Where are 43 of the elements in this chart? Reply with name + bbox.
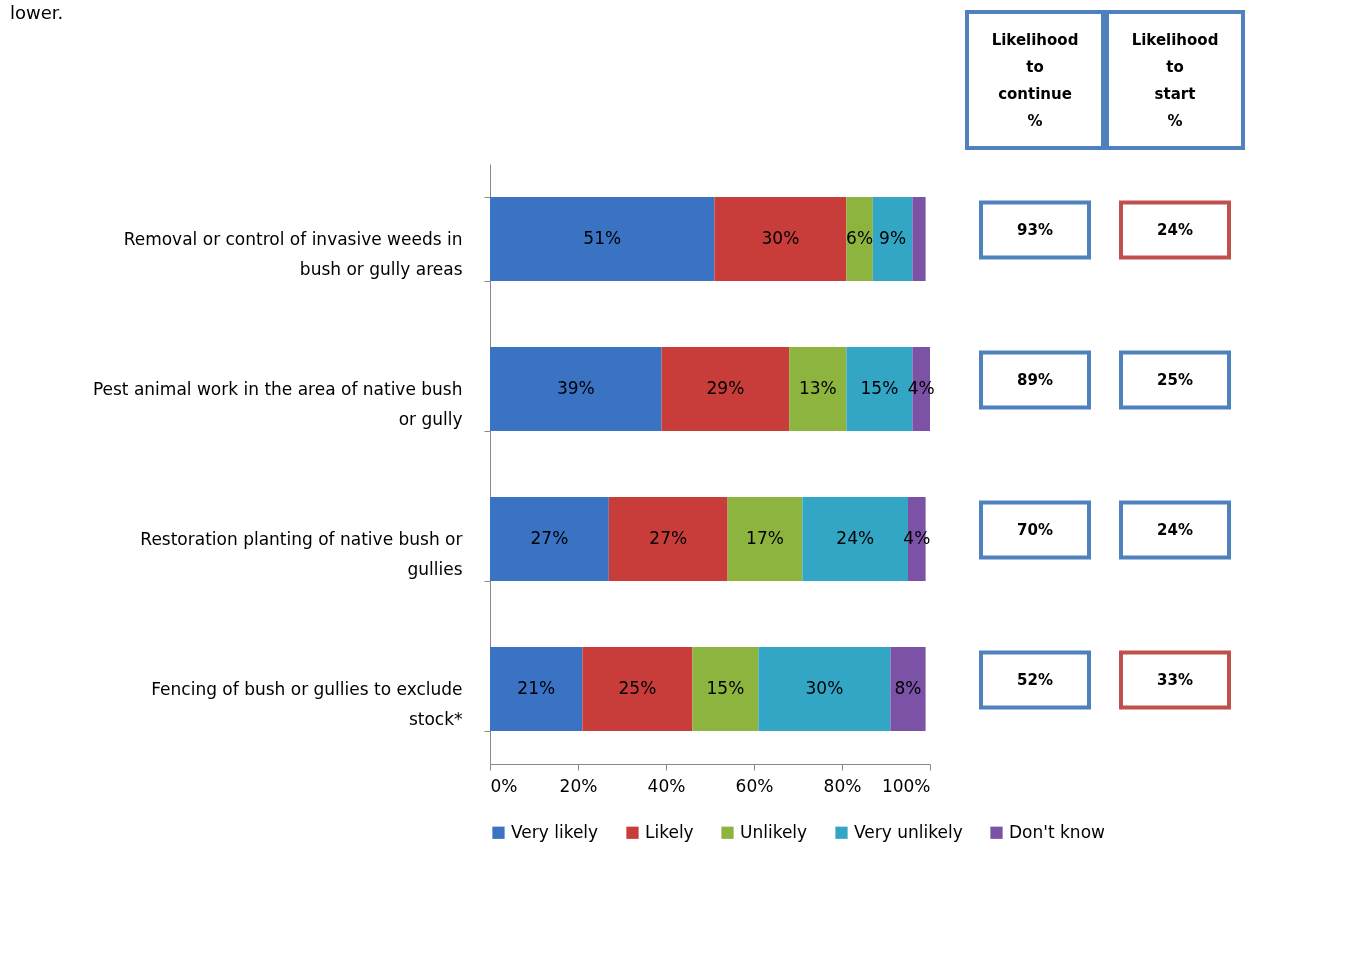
data-label: 27% [530,528,569,548]
x-tick-label: 0% [490,775,518,796]
text: 25% [1157,371,1193,389]
y-tick-label: Removal or control of invasive weeds in bush or gully areas [123,228,463,279]
legend-label: Don't know [1009,821,1106,842]
data-label: 15% [860,378,899,398]
x-tick-label: 80% [823,775,862,796]
category-label: Likelihood to continue % [991,30,1079,130]
legend-label: Unlikely [740,821,808,842]
data-label: 39% [556,378,595,398]
x-tick-label: 100% [881,775,931,796]
legend-label: Likely [645,821,694,842]
text: 52% [1017,671,1053,689]
data-label: 30% [805,678,844,698]
legend-label: Very unlikely [854,821,963,842]
data-label: 9% [879,228,907,248]
data-label: 24% [836,528,875,548]
y-tick-label: Fencing of bush or gullies to exclude stock* [151,678,463,729]
category-label: Likelihood to start % [1131,30,1219,130]
x-tick-label: 20% [559,775,598,796]
text: 33% [1157,671,1193,689]
legend-label: Very likely [511,821,599,842]
data-label: 29% [706,378,745,398]
data-label: 15% [706,678,745,698]
y-tick-label: Pest animal work in the area of native bush or gully [92,378,463,429]
text: 24% [1157,221,1193,239]
data-label: 17% [746,528,784,548]
data-label: 13% [798,378,837,398]
data-label: 6% [846,228,874,248]
data-label: 51% [583,228,622,248]
data-label: 27% [649,528,688,548]
data-label: 30% [761,228,800,248]
data-label: 25% [618,678,657,698]
text: 93% [1017,221,1053,239]
x-tick-label: 40% [647,775,686,796]
x-tick-label: 60% [735,775,774,796]
y-tick-label: Restoration planting of native bush or gullies [140,528,463,579]
text: lower. [10,2,64,23]
text: 24% [1157,521,1193,539]
text: 89% [1017,371,1053,389]
data-label: 8% [894,678,922,698]
data-label: 21% [517,678,556,698]
text: 70% [1017,521,1053,539]
